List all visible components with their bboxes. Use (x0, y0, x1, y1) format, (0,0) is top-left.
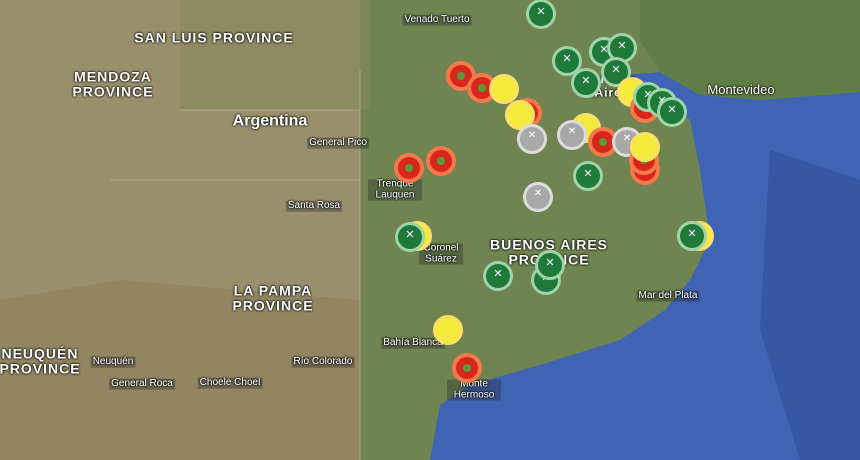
label-general-roca: General Roca (109, 377, 175, 390)
yellow-map-marker[interactable] (630, 132, 660, 162)
ocean (430, 72, 860, 460)
grey-map-marker[interactable] (557, 120, 587, 150)
green-map-marker[interactable] (571, 68, 601, 98)
label-bahia-blanca: Bahía Blanca (381, 336, 445, 349)
label-argentina: Argentina (232, 112, 308, 130)
label-monte-hermoso: Monte Hermoso (447, 379, 501, 401)
grey-map-marker[interactable] (523, 182, 553, 212)
green-map-marker[interactable] (677, 221, 707, 251)
label-coronel-suarez: Coronel Suárez (419, 243, 463, 265)
label-mar-del-plata: Mar del Plata (636, 289, 700, 302)
yellow-map-marker[interactable] (489, 74, 519, 104)
red-map-marker[interactable] (426, 146, 456, 176)
label-san-luis: SAN LUIS PROVINCE (134, 29, 294, 46)
label-la-pampa: LA PAMPA PROVINCE (232, 282, 314, 313)
yellow-map-marker[interactable] (433, 315, 463, 345)
label-general-pico: General Pico (307, 136, 369, 149)
label-neuquen-province: NEUQUÉN PROVINCE (0, 345, 81, 376)
label-santa-rosa: Santa Rosa (285, 199, 343, 212)
green-map-marker[interactable] (573, 161, 603, 191)
label-montevideo: Montevideo (707, 82, 775, 98)
red-map-marker[interactable] (394, 153, 424, 183)
red-map-marker[interactable] (452, 353, 482, 383)
label-mendoza: MENDOZA PROVINCE (72, 68, 154, 99)
label-buenos-aires-province: BUENOS AIRES PROVINCE (489, 236, 609, 267)
label-neuquen: Neuquén (90, 355, 136, 368)
label-choele-choel: Choele Choel (197, 376, 263, 389)
label-venado-tuerto: Venado Tuerto (402, 13, 472, 26)
green-map-marker[interactable] (657, 97, 687, 127)
green-map-marker[interactable] (535, 250, 565, 280)
green-map-marker[interactable] (526, 0, 556, 29)
grey-map-marker[interactable] (517, 124, 547, 154)
label-trenque-lauquen: Trenque Lauquen (368, 179, 422, 201)
green-map-marker[interactable] (483, 261, 513, 291)
uruguay (640, 0, 860, 100)
label-rio-colorado: Río Colorado (291, 355, 355, 368)
green-map-marker[interactable] (395, 222, 425, 252)
